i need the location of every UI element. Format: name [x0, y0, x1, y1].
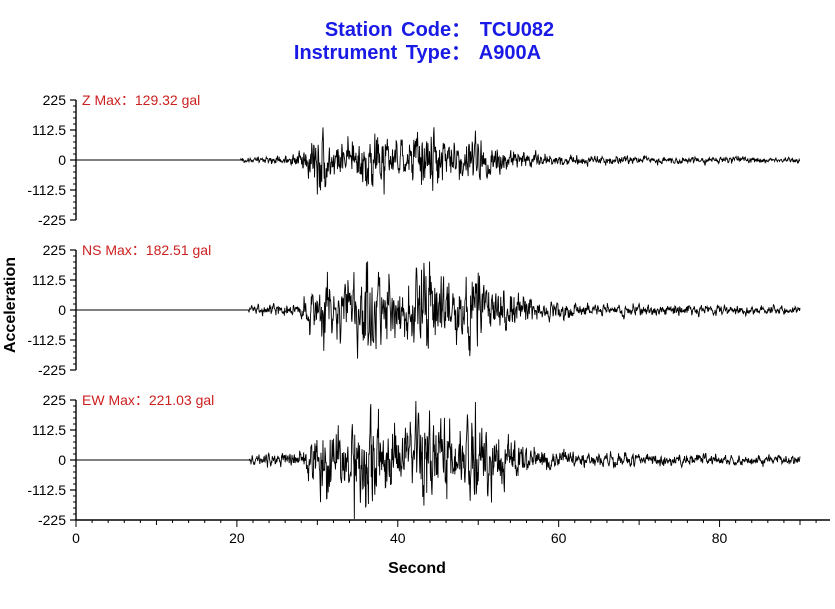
- panel-ew: 225 112.5 0 -112.5 -225 EW Max：221.03 gal: [27, 392, 801, 528]
- y-tick-label: 112.5: [32, 422, 66, 438]
- y-tick-label: -112.5: [27, 482, 66, 498]
- y-tick-label: -112.5: [27, 182, 66, 198]
- y-tick-label: 0: [58, 152, 66, 168]
- x-tick-label: 0: [72, 530, 80, 546]
- y-tick-label: 225: [43, 92, 67, 108]
- waveform-ns: [76, 261, 801, 359]
- x-tick-label: 20: [229, 530, 245, 546]
- y-tick-label: -225: [38, 512, 66, 528]
- waveform-z: [76, 127, 801, 195]
- y-tick-label: 225: [43, 242, 67, 258]
- y-tick-label: -225: [38, 212, 66, 228]
- x-tick-label: 40: [390, 530, 406, 546]
- y-tick-label: 225: [43, 392, 67, 408]
- panel-z: 225 112.5 0 -112.5 -225 Z Max：129.32 gal: [27, 92, 801, 228]
- y-axis-title: Acceleration: [2, 257, 19, 353]
- panel-ns: 225 112.5 0 -112.5 -225 NS Max：182.51 gal: [27, 242, 801, 378]
- x-tick-label: 80: [712, 530, 728, 546]
- x-tick-label: 60: [551, 530, 567, 546]
- max-label-ns: NS Max：182.51 gal: [82, 242, 211, 258]
- y-tick-label: 0: [58, 302, 66, 318]
- station-code-title: Station Code： TCU082: [324, 19, 555, 41]
- y-tick-label: 112.5: [32, 272, 66, 288]
- panels-layer: 225 112.5 0 -112.5 -225 Z Max：129.32 gal 225 11…: [27, 92, 801, 528]
- max-label-ew: EW Max：221.03 gal: [82, 392, 214, 408]
- y-tick-label: 0: [58, 452, 66, 468]
- y-tick-label: -112.5: [27, 332, 66, 348]
- x-axis: 0 20 40 60 80: [72, 519, 830, 546]
- waveform-ew: [76, 401, 801, 519]
- x-axis-title: Second: [388, 560, 446, 577]
- y-tick-label: -225: [38, 362, 66, 378]
- instrument-type-title: Instrument Type： A900A: [293, 42, 542, 64]
- max-label-z: Z Max：129.32 gal: [82, 92, 200, 108]
- y-tick-label: 112.5: [32, 122, 66, 138]
